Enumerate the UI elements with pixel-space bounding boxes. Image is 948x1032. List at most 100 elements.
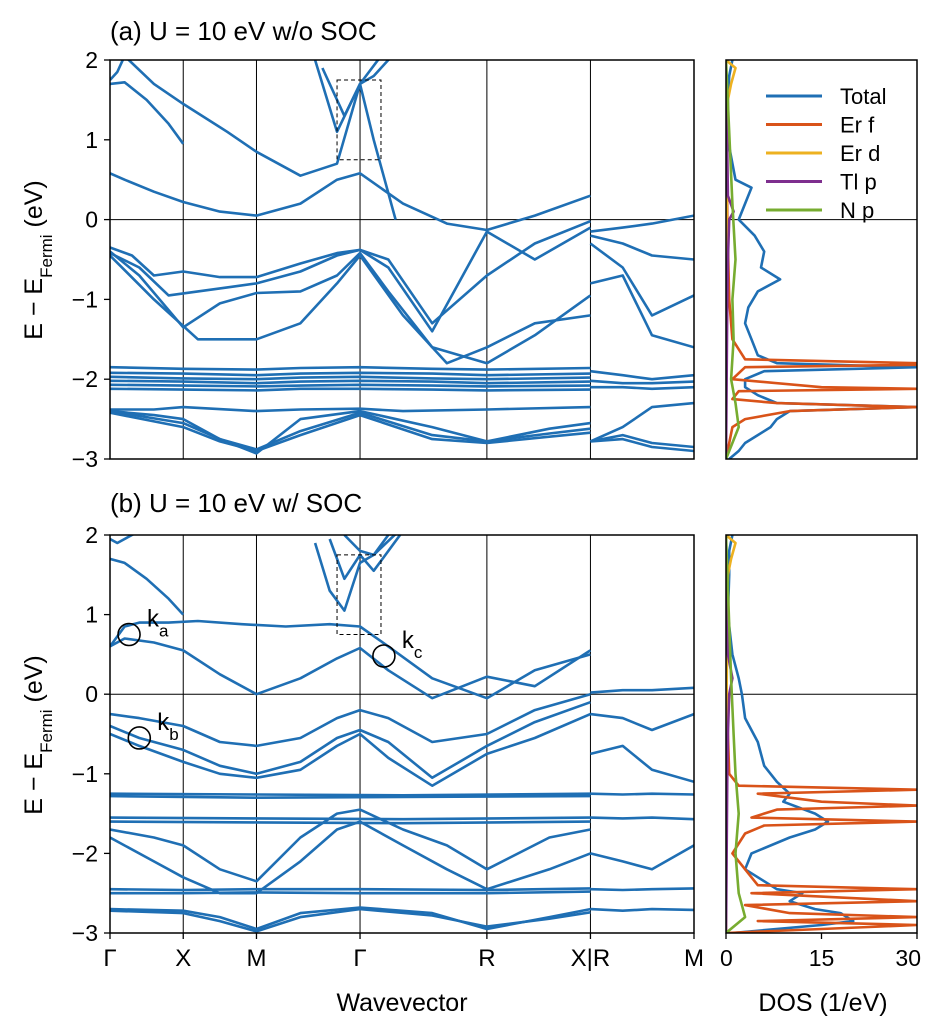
- band-line: [110, 890, 591, 895]
- y-axis-label-a: E − EFermi (eV): [20, 180, 56, 339]
- legend-entry: N p: [840, 198, 874, 223]
- band-line: [110, 808, 591, 883]
- band-line: [590, 385, 694, 391]
- band-line: [590, 379, 694, 385]
- dos-line-er-f: [726, 60, 917, 459]
- band-line: [590, 816, 694, 821]
- dos-panel-a: Total Er f Er d Tl p N p: [725, 59, 918, 460]
- y-tick-label: −2: [72, 366, 98, 392]
- band-line: [126, 60, 362, 177]
- x-tick-label: 15: [809, 945, 835, 971]
- band-line: [110, 365, 591, 371]
- band-line: [590, 437, 694, 453]
- dos-line-er-f: [726, 535, 917, 933]
- band-line: [589, 401, 694, 443]
- band-line: [110, 409, 591, 451]
- band-panel-a: (a) U = 10 eV w/o SOC −3 −2 −1 0 1 2: [72, 16, 695, 472]
- band-line: [110, 375, 591, 381]
- band-line: [313, 535, 397, 612]
- y-tick-label: −3: [72, 446, 98, 472]
- plot-frame: [109, 59, 695, 460]
- band-line: [110, 411, 591, 453]
- band-line: [590, 844, 694, 871]
- dos-x-axis-label: DOS (1/eV): [758, 989, 887, 1017]
- band-line: [590, 369, 694, 381]
- highlight-box: [336, 554, 382, 636]
- y-tick-label: −1: [72, 286, 98, 312]
- x-tick-label: X|R: [571, 945, 611, 972]
- kpoint-marker-label: kb: [157, 709, 178, 744]
- band-line: [110, 700, 591, 780]
- dos-lines: [726, 60, 917, 459]
- dos-panel-b: 0 15 30: [720, 534, 921, 971]
- band-line: [110, 887, 591, 892]
- band-line: [590, 792, 694, 796]
- band-line: [321, 60, 391, 118]
- band-line: [358, 83, 397, 220]
- y-tick-label: 2: [85, 522, 98, 548]
- band-line: [110, 816, 591, 821]
- dos-line-n-p: [726, 535, 747, 933]
- kpoint-label-main: k: [402, 627, 415, 654]
- band-line: [590, 234, 694, 261]
- plot-frame: [109, 534, 695, 934]
- band-line: [589, 242, 694, 317]
- band-line: [110, 792, 591, 797]
- x-tick-label: 30: [895, 945, 921, 971]
- band-line: [590, 433, 694, 449]
- y-tick-label: 1: [85, 602, 98, 628]
- band-line: [110, 81, 185, 145]
- band-line: [110, 820, 591, 895]
- band-line: [110, 820, 591, 825]
- y-axis-label-b: E − EFermi (eV): [20, 655, 56, 814]
- x-tick-label: X: [175, 945, 191, 972]
- band-line: [110, 405, 591, 413]
- band-line: [110, 907, 591, 933]
- x-tick-label: M: [684, 945, 704, 972]
- x-tick-label: R: [478, 945, 495, 972]
- band-line: [110, 692, 591, 748]
- dos-lines: [726, 535, 917, 933]
- legend-entry: Er f: [840, 113, 875, 138]
- band-line: [590, 274, 694, 349]
- y-tick-label: 2: [85, 47, 98, 73]
- band-line: [110, 371, 591, 377]
- kpoint-label-main: k: [157, 709, 170, 736]
- band-line: [590, 887, 694, 892]
- panel-title-a: (a) U = 10 eV w/o SOC: [110, 16, 377, 46]
- band-line: [110, 254, 591, 365]
- x-tick-label: Γ: [353, 945, 366, 972]
- x-tick-label: Γ: [103, 945, 116, 972]
- band-line: [590, 907, 694, 913]
- kpoint-label-main: k: [147, 606, 160, 633]
- x-tick-label: 0: [720, 945, 733, 971]
- highlight-box: [336, 79, 382, 161]
- band-line: [110, 172, 591, 232]
- band-line: [110, 409, 591, 455]
- plot-frame: [725, 59, 918, 460]
- band-line: [110, 637, 592, 700]
- band-line: [110, 219, 591, 325]
- y-tick-label: 0: [85, 681, 98, 707]
- band-line: [110, 387, 591, 392]
- band-lines: [110, 535, 694, 933]
- kpoint-marker-label: ka: [147, 606, 169, 641]
- kpoint-label-sub: c: [414, 642, 423, 661]
- y-tick-label: −3: [72, 920, 98, 946]
- kpoint-marker-circle: [372, 644, 396, 668]
- band-line: [110, 557, 185, 616]
- y-tick-label: −1: [72, 761, 98, 787]
- band-line: [110, 60, 125, 81]
- band-line: [590, 214, 694, 233]
- x-tick-label: M: [246, 945, 266, 972]
- band-line: [590, 744, 694, 784]
- legend-entry: Tl p: [840, 170, 877, 195]
- band-line: [110, 794, 591, 800]
- band-line: [343, 535, 390, 557]
- x-axis-label: Wavevector: [336, 989, 467, 1017]
- band-line: [110, 379, 591, 385]
- legend-entry: Er d: [840, 141, 880, 166]
- dos-line-tl-p: [726, 535, 734, 933]
